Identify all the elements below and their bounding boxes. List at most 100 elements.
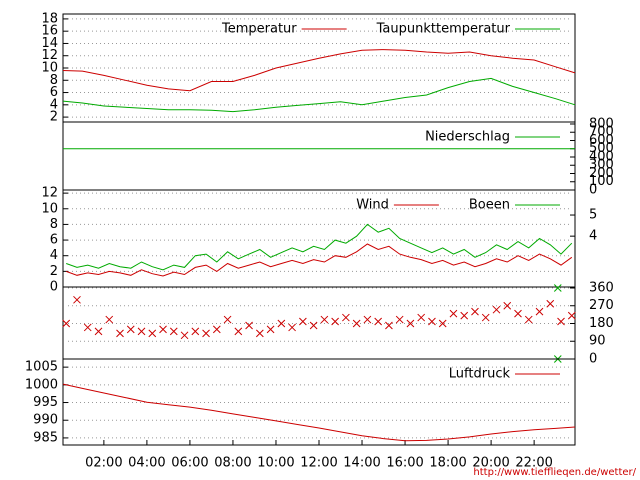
x-tick-label: 04:00 [128, 456, 165, 471]
direction-marker [234, 327, 243, 336]
y2-tick-label: 400 [589, 149, 614, 164]
direction-marker [191, 327, 200, 336]
direction-marker [180, 331, 189, 340]
y2-tick-label: 800 [589, 116, 614, 131]
y2-tick-label: 270 [589, 298, 614, 313]
x-tick-label: 06:00 [171, 456, 208, 471]
direction-marker [266, 325, 275, 334]
direction-marker [299, 317, 307, 326]
x-tick-label: 14:00 [343, 456, 380, 471]
direction-marker [449, 309, 458, 318]
y2-tick-label: 5 [589, 208, 597, 223]
y2-tick-label: 500 [589, 141, 614, 156]
panel-frame [62, 358, 576, 446]
direction-marker [460, 311, 469, 320]
direction-marker [524, 315, 533, 324]
y-tick-label: 6 [50, 85, 58, 100]
x-tick-label: 12:00 [300, 456, 337, 471]
legend-label: Wind [356, 198, 389, 213]
y-tick-label: 12 [41, 48, 58, 63]
direction-marker [438, 319, 447, 328]
y-tick-label: 10 [41, 61, 58, 76]
x-tick-label: 10:00 [257, 456, 294, 471]
direction-marker [105, 315, 114, 324]
y2-tick-label: 600 [589, 133, 614, 148]
y-tick-label: 8 [50, 73, 58, 88]
series-line [62, 383, 576, 442]
y-tick-label: 2 [50, 264, 58, 279]
direction-marker [202, 329, 210, 338]
x-tick-label: 02:00 [85, 456, 122, 471]
legend-label: Taupunkttemperatur [376, 22, 511, 37]
y-tick-label: 985 [33, 430, 58, 445]
y-tick-label: 8 [50, 217, 58, 232]
y2-tick-label: 0 [589, 183, 597, 198]
y-tick-label: 4 [50, 97, 58, 112]
source-link: http://www.tiefflieqen.de/wetter/ [473, 467, 636, 478]
direction-marker [137, 327, 146, 336]
y2-tick-label: 0 [589, 352, 597, 367]
y2-tick-label: 90 [589, 334, 606, 349]
x-tick-label: 16:00 [386, 456, 423, 471]
y2-tick-label: 4 [589, 229, 597, 244]
direction-marker [116, 329, 124, 338]
y-tick-label: 1000 [25, 377, 58, 392]
direction-marker [503, 301, 512, 310]
y2-tick-label: 300 [589, 158, 614, 173]
y-tick-label: 14 [41, 36, 58, 51]
direction-marker [148, 329, 157, 338]
y-tick-label: 4 [50, 248, 58, 263]
direction-marker [126, 325, 135, 334]
direction-marker [309, 321, 318, 330]
direction-marker [212, 325, 221, 334]
direction-marker [62, 319, 71, 328]
series-line [66, 243, 573, 277]
direction-marker [255, 329, 264, 338]
direction-marker [553, 284, 562, 292]
direction-marker [557, 317, 565, 326]
direction-marker [567, 311, 576, 320]
direction-marker [471, 307, 479, 316]
direction-marker [352, 319, 361, 328]
legend-label: Boeen [469, 198, 510, 213]
direction-marker [331, 317, 339, 326]
direction-marker [546, 299, 555, 308]
direction-marker [406, 319, 415, 328]
direction-marker [535, 307, 544, 316]
direction-marker [83, 323, 92, 332]
direction-marker [363, 315, 372, 324]
direction-marker [245, 321, 253, 330]
y-tick-label: 995 [33, 395, 58, 410]
direction-marker [73, 295, 81, 304]
y-tick-label: 16 [41, 24, 58, 39]
panel-frame [62, 286, 576, 360]
y-tick-label: 990 [33, 413, 58, 428]
y-tick-label: 6 [50, 233, 58, 248]
direction-marker [417, 313, 426, 322]
direction-marker [223, 315, 232, 324]
direction-marker [492, 305, 501, 314]
y2-tick-label: 180 [589, 316, 614, 331]
y2-tick-label: 700 [589, 125, 614, 140]
series-line [62, 77, 576, 113]
direction-marker [374, 317, 383, 326]
y-tick-label: 12 [41, 186, 58, 201]
y-tick-label: 18 [41, 11, 58, 26]
direction-marker [94, 327, 103, 336]
direction-marker [277, 319, 286, 328]
direction-marker [159, 325, 167, 334]
legend-label: Temperatur [221, 22, 297, 37]
direction-marker [514, 309, 522, 318]
legend-label: Niederschlag [425, 130, 510, 145]
x-tick-label: 18:00 [429, 456, 466, 471]
direction-marker [481, 313, 490, 322]
direction-marker [395, 315, 404, 324]
direction-marker [385, 321, 393, 330]
series-line [62, 49, 576, 92]
y-tick-label: 10 [41, 201, 58, 216]
x-tick-label: 08:00 [214, 456, 251, 471]
y-tick-label: 1005 [25, 360, 58, 375]
y-tick-label: 0 [50, 280, 58, 295]
direction-marker [320, 315, 329, 324]
